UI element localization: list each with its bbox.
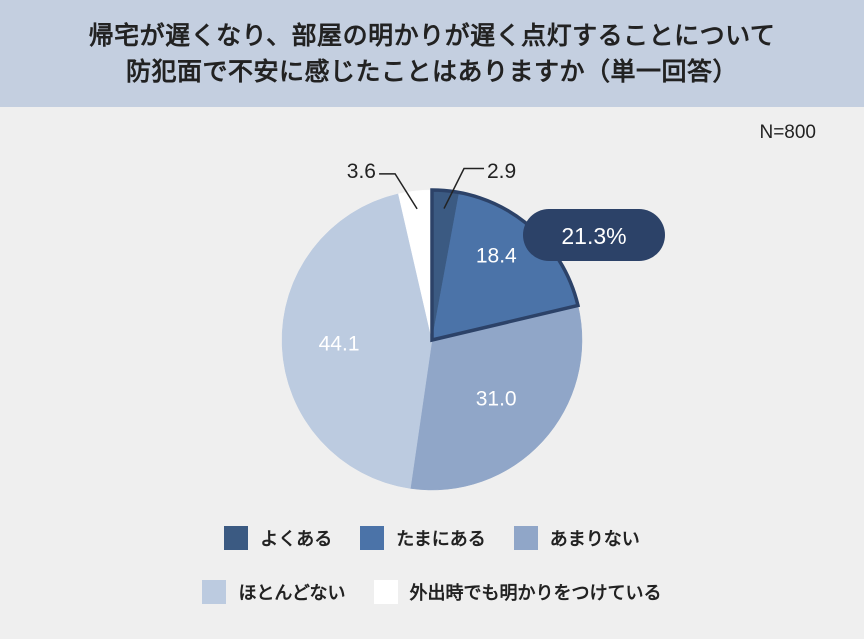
chart-header: 帰宅が遅くなり、部屋の明かりが遅く点灯することについて 防犯面で不安に感じたこと… — [0, 0, 864, 107]
data-label: 31.0 — [476, 387, 517, 410]
pie-slice — [410, 305, 583, 491]
legend-item-amari-nai: あまりない — [513, 525, 640, 551]
legend-item-always-on: 外出時でも明かりをつけている — [373, 579, 662, 605]
legend-row-1: よくある たまにある あまりない — [0, 525, 864, 551]
highlight-callout — [523, 209, 665, 261]
chart-title-line-2: 防犯面で不安に感じたことはありますか（単一回答） — [125, 56, 738, 86]
leader-line — [443, 167, 485, 209]
legend-item-tamani-aru: たまにある — [360, 525, 486, 551]
legend-swatch — [224, 526, 249, 550]
data-label: 18.4 — [476, 245, 517, 268]
legend-row-2: ほとんどない 外出時でも明かりをつけている — [0, 579, 864, 605]
legend-swatch — [202, 580, 227, 604]
data-label: 2.9 — [487, 160, 516, 183]
legend-item-yoku-aru: よくある — [224, 525, 332, 551]
data-label: 44.1 — [319, 332, 360, 355]
legend-label: たまにある — [396, 529, 486, 550]
legend-swatch — [373, 580, 398, 604]
data-label: 3.6 — [347, 160, 376, 183]
legend-swatch — [360, 526, 385, 550]
legend-label: あまりない — [549, 529, 640, 550]
chart-title-line-1: 帰宅が遅くなり、部屋の明かりが遅く点灯することについて — [88, 20, 776, 50]
pie-slice — [281, 193, 433, 489]
legend-item-hotondo-nai: ほとんどない — [202, 579, 346, 605]
legend-label: 外出時でも明かりをつけている — [409, 583, 662, 604]
legend-label: よくある — [260, 529, 333, 550]
sample-size-label: N=800 — [759, 122, 816, 143]
legend-swatch — [513, 526, 538, 550]
highlight-callout-label: 21.3% — [561, 223, 626, 249]
legend-label: ほとんどない — [238, 583, 346, 604]
leader-line — [379, 173, 418, 210]
